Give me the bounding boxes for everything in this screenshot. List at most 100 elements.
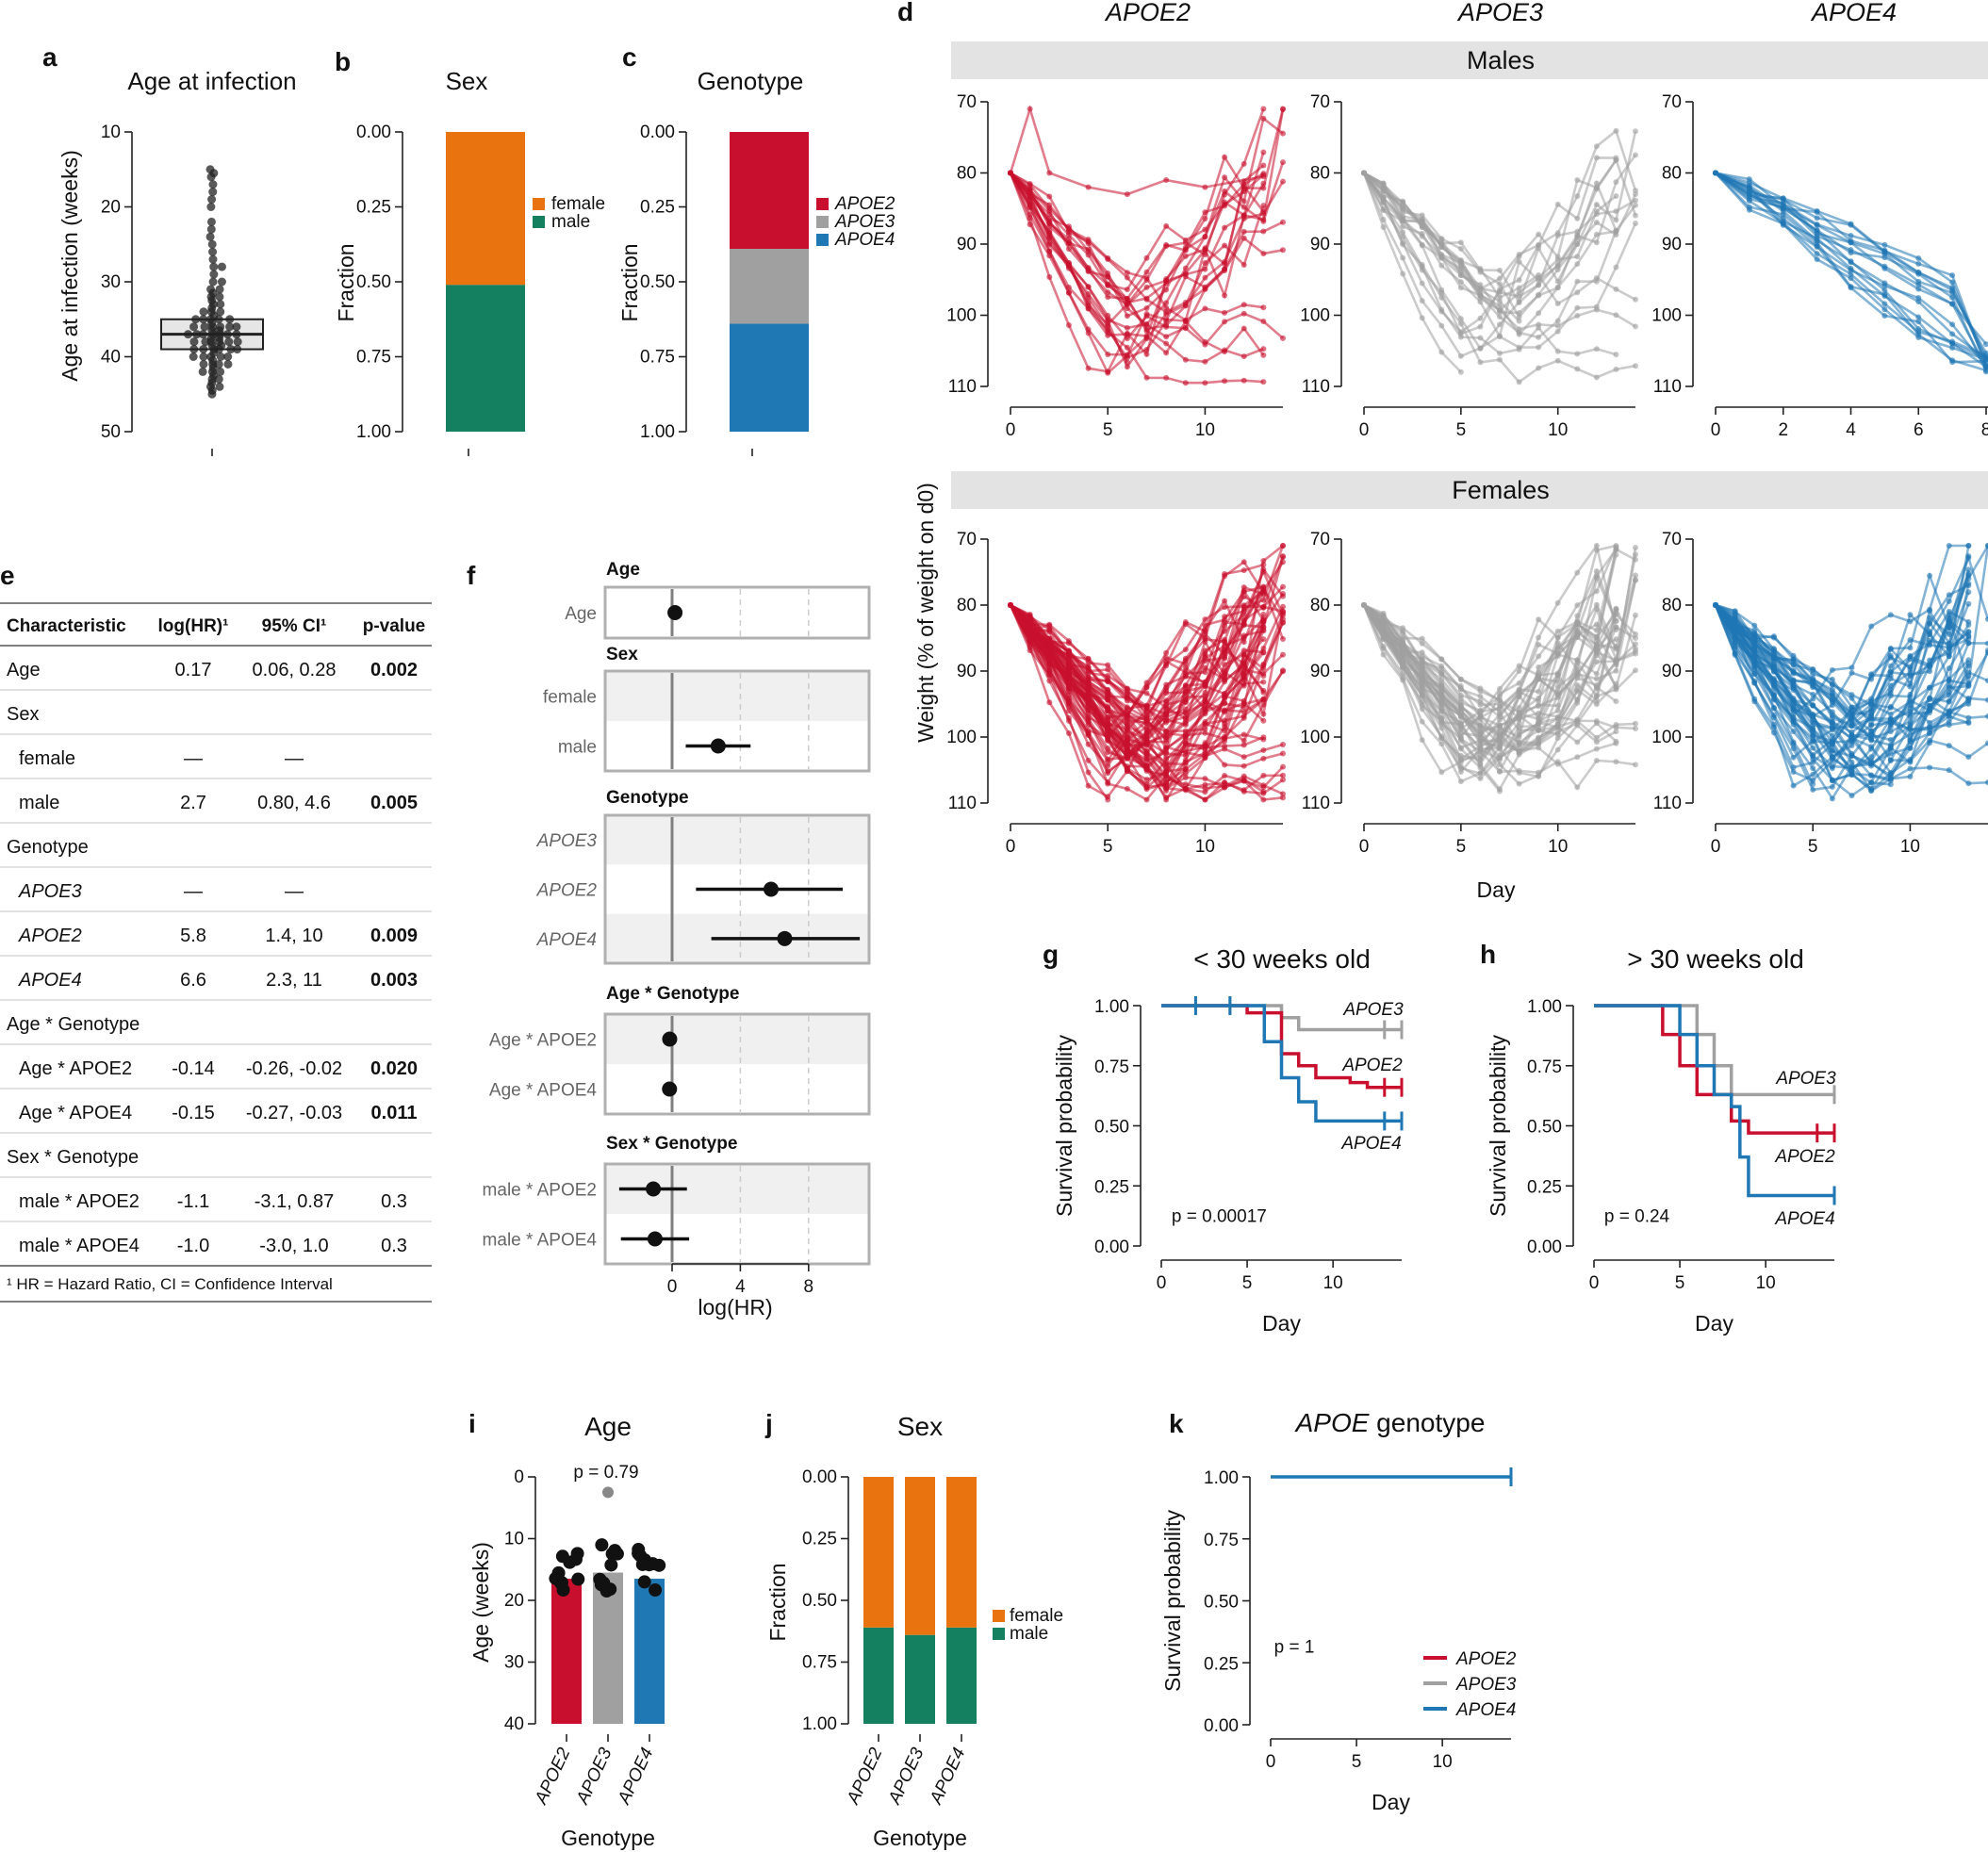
panel-d-point	[1280, 636, 1286, 643]
panel-d-point	[1105, 318, 1111, 324]
panel-d-y-tick-label: 90	[957, 662, 977, 681]
panel-letter-g: g	[1043, 940, 1059, 969]
panel-a-point	[225, 322, 235, 332]
panel-d-point	[1222, 662, 1228, 668]
panel-d-point	[1516, 743, 1522, 749]
panel-d-point	[1260, 661, 1267, 667]
panel-d-point	[1400, 215, 1406, 221]
panel-a-point	[233, 345, 242, 354]
panel-d-point	[1907, 756, 1914, 762]
panel-d-point	[1536, 695, 1542, 701]
panel-a-y-tick-label: 10	[101, 123, 121, 142]
panel-d-point	[1593, 670, 1600, 677]
panel-f-row-shade	[605, 815, 869, 865]
panel-d-point	[1790, 683, 1797, 690]
panel-d-point	[1829, 747, 1835, 754]
panel-d-point	[1613, 667, 1619, 674]
panel-d-point	[1790, 697, 1797, 703]
panel-d-point	[1881, 287, 1888, 294]
panel-d-point	[1613, 547, 1619, 553]
panel-d-point	[1516, 309, 1522, 316]
panel-d-point	[1163, 350, 1170, 356]
panel-d-point	[1790, 718, 1797, 725]
panel-i-point	[635, 1557, 649, 1571]
panel-d-point	[1770, 634, 1777, 641]
panel-d-point	[1124, 344, 1130, 351]
panel-d-point	[1868, 731, 1875, 738]
panel-d-point	[1593, 208, 1600, 215]
panel-d-point	[1027, 630, 1033, 636]
panel-f-group-title: Age	[606, 560, 640, 580]
panel-d-point	[1790, 739, 1797, 746]
panel-d-point	[1380, 619, 1387, 626]
panel-d-point	[1182, 619, 1189, 626]
panel-h-y-tick-label: 0.25	[1527, 1177, 1562, 1197]
panel-d-trajectory-apoe4	[1714, 545, 1970, 760]
panel-d-point	[1829, 783, 1835, 790]
panel-d-point	[1438, 702, 1445, 709]
panel-d-point	[1380, 223, 1387, 230]
panel-d-point	[1260, 304, 1267, 311]
panel-d-point	[1143, 336, 1150, 342]
panel-d-point	[1222, 636, 1228, 643]
panel-d-point	[1810, 702, 1816, 709]
panel-d-point	[1868, 722, 1875, 729]
panel-d-point	[1260, 679, 1267, 685]
panel-d-x-tick-label: 10	[1548, 837, 1568, 857]
panel-d-point	[1613, 127, 1619, 134]
panel-d-point	[1593, 739, 1600, 746]
panel-d-point	[1814, 227, 1820, 234]
panel-d-point	[1497, 751, 1503, 758]
panel-d-point	[1182, 710, 1189, 716]
panel-d-point	[1881, 248, 1888, 254]
panel-d-point	[1613, 264, 1619, 270]
panel-d-y-tick-label: 110	[948, 794, 977, 813]
panel-letter-b: b	[335, 47, 351, 76]
panel-d-point	[1593, 659, 1600, 665]
panel-d-point	[1124, 713, 1130, 719]
panel-d-point	[1105, 687, 1111, 694]
panel-d-point	[1260, 717, 1267, 724]
panel-d-point	[1477, 335, 1484, 341]
panel-d-point	[1163, 787, 1170, 794]
panel-d-point	[1810, 666, 1816, 673]
panel-d-point	[1848, 247, 1854, 254]
panel-d-point	[1477, 345, 1484, 352]
panel-d-point	[1457, 713, 1464, 719]
panel-d-point	[1085, 696, 1092, 702]
panel-a-y-tick-label: 20	[101, 198, 121, 218]
panel-d-point	[1536, 616, 1542, 623]
panel-f-group-title: Sex	[606, 645, 638, 664]
panel-d-point	[1593, 601, 1600, 608]
panel-letter-d: d	[897, 0, 913, 26]
panel-d-point	[1613, 227, 1619, 234]
panel-d-point	[1751, 696, 1758, 702]
panel-d-y-tick-label: 100	[1300, 728, 1330, 747]
panel-e-cell-ci: -0.26, -0.02	[246, 1058, 342, 1079]
panel-a-point	[206, 224, 216, 234]
panel-d-point	[1202, 776, 1208, 782]
panel-f-x-tick-label: 8	[804, 1277, 814, 1297]
panel-h-x-tick-label: 10	[1756, 1273, 1776, 1293]
panel-d-point	[1260, 627, 1267, 633]
panel-d-point	[1497, 788, 1503, 795]
panel-d-point	[1182, 239, 1189, 246]
panel-d-point	[1143, 295, 1150, 302]
panel-d-point	[1810, 696, 1816, 702]
panel-d-point	[1222, 174, 1228, 181]
panel-d-point	[1927, 606, 1933, 613]
panel-d-x-tick-label: 10	[1195, 420, 1215, 440]
panel-d-point	[1881, 241, 1888, 248]
panel-d-point	[1280, 777, 1286, 783]
panel-d-point	[1105, 737, 1111, 744]
panel-a-point	[200, 322, 209, 332]
panel-d-trajectory-apoe3	[1362, 172, 1618, 358]
panel-d-point	[1497, 706, 1503, 713]
panel-d-point	[1536, 703, 1542, 710]
panel-d-point	[1222, 292, 1228, 299]
panel-a-point	[215, 285, 224, 294]
panel-d-point	[1848, 259, 1854, 266]
panel-d-point	[1536, 739, 1542, 746]
panel-d-point	[1027, 106, 1033, 112]
panel-d-point	[1516, 277, 1522, 284]
